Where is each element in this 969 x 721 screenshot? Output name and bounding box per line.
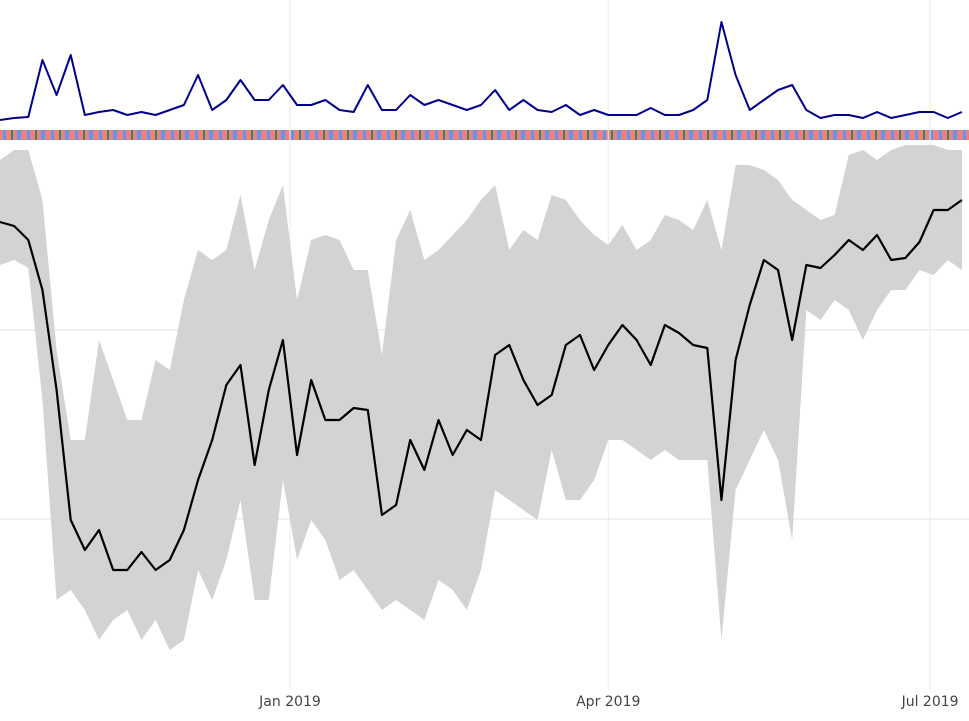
series-line [0, 199, 963, 572]
x-tick-label: Jul 2019 [901, 694, 959, 710]
regime-strip [0, 130, 969, 140]
band [0, 145, 962, 650]
x-tick-label: Apr 2019 [576, 694, 640, 710]
volume-line [0, 21, 963, 121]
x-tick-label: Jan 2019 [258, 694, 321, 710]
